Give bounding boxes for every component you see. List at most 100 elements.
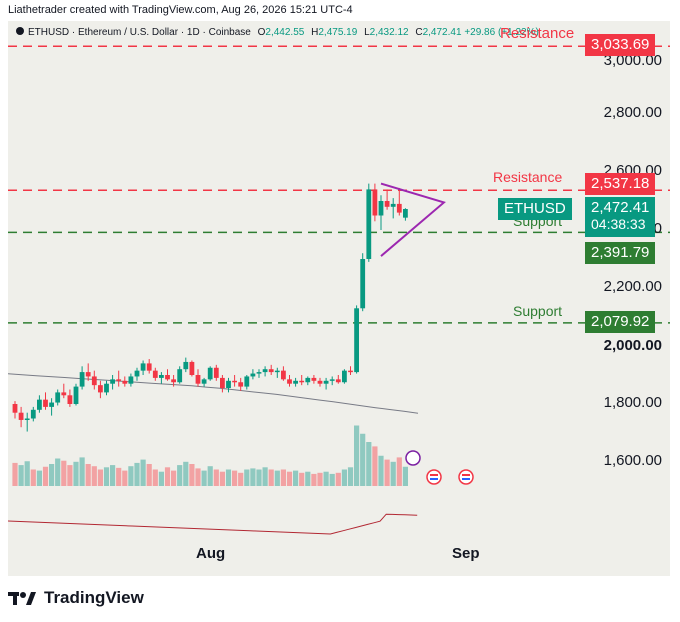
legend-high-label: H [311,27,319,38]
candle-body [61,392,67,396]
candle-body [195,375,201,384]
candle-body [287,379,292,384]
candle-body [390,203,396,207]
volume-bar [97,469,103,486]
candle-body [98,385,103,393]
candle-body [384,201,390,207]
legend-change: +29.86 (+1.22%) [464,27,539,38]
candle-body [299,380,305,383]
volume-bar [232,470,238,486]
volume-bar [299,472,305,486]
resistance-mid-label: Resistance [493,169,563,185]
indicator-line [8,513,418,535]
volume-bar [91,466,97,486]
volume-bar [372,446,378,486]
candle-body [79,372,85,387]
volume-bar [79,457,85,486]
candle-body [403,209,408,218]
candle-body [134,370,140,377]
volume-bar [274,470,280,486]
candle-body [67,395,73,404]
volume-bar [183,461,189,486]
candle-body [37,399,42,410]
volume-bar [201,470,207,486]
volume-bar [67,465,73,486]
x-label-sep: Sep [452,545,480,562]
volume-bar [189,464,195,486]
symbol-tag: ETHUSD [498,198,572,220]
candle-body [116,379,122,381]
resistance-top-tag: 3,033.69 [585,34,656,56]
x-label-aug: Aug [196,545,226,562]
volume-bar [262,467,268,486]
candle-body [250,373,256,377]
volume-bar [146,464,152,486]
volume-bar [323,471,329,486]
volume-bar [280,469,286,486]
candle-body [177,369,183,383]
chart-area[interactable]: ETHUSD · Ethereum / U.S. Dollar · 1D · C… [8,21,670,576]
price-tick-1800: 1,800.00 [603,394,662,411]
volume-bar [402,466,408,486]
footer-brand: TradingView [44,588,144,607]
volume-bar [366,442,372,486]
candle-body [329,379,335,381]
candle-body [30,409,36,419]
volume-bar [390,461,396,486]
volume-bar [347,467,354,486]
volume-bar [250,468,256,486]
candle-body [24,418,30,420]
volume-bar [116,467,122,486]
candle-body [335,379,341,383]
volume-bar [12,462,18,486]
volume-bar [85,464,91,486]
candle-body [378,201,384,216]
volume-bar [171,470,177,486]
volume-bar [341,469,347,486]
candle-body [348,370,353,373]
candle-body [354,308,359,373]
flag-stripe-icon [430,478,438,480]
volume-bar [329,473,335,486]
candle-body [49,402,54,407]
volume-bar [24,461,30,486]
candle-body [256,372,262,374]
volume-bar [305,471,311,486]
legend-close-label: C [415,27,423,38]
candle-body [189,361,195,375]
candle-body [110,379,115,384]
candle-body [146,363,152,371]
legend-open-value: 2,442.55 [265,27,305,38]
volume-bar [244,469,250,486]
volume-bar [213,469,219,486]
candle-body [159,375,164,378]
volume-bar [18,465,24,486]
price-tick-2800: 2,800.00 [603,104,662,121]
candle-body [18,412,24,420]
volume-bar [134,462,140,486]
candle-body [238,382,244,387]
candle-body [85,372,91,377]
volume-bar [317,472,323,486]
price-tick-2000: 2,000.00 [603,337,662,354]
candle-body [122,380,128,384]
candle-body [293,380,298,384]
volume-bar [164,467,171,486]
resistance-mid-tag: 2,537.18 [585,173,656,195]
tradingview-logo-icon [8,592,36,605]
candle-body [366,189,372,259]
economic-event-flag-icon [458,469,474,485]
support-low-label: Support [513,303,563,319]
volume-bar [122,470,128,486]
legend-close-value: 2,472.41 [422,27,462,38]
price-tick-1600: 1,600.00 [603,452,662,469]
candle-body [396,203,402,213]
bar-countdown: 04:38:33 [591,216,646,232]
candle-body [232,380,237,383]
candle-body [207,367,213,380]
volume-bar [335,472,341,486]
volume-bar [311,473,317,486]
volume-bar [225,469,232,486]
volume-bar [268,469,274,486]
volume-bar [293,470,299,486]
